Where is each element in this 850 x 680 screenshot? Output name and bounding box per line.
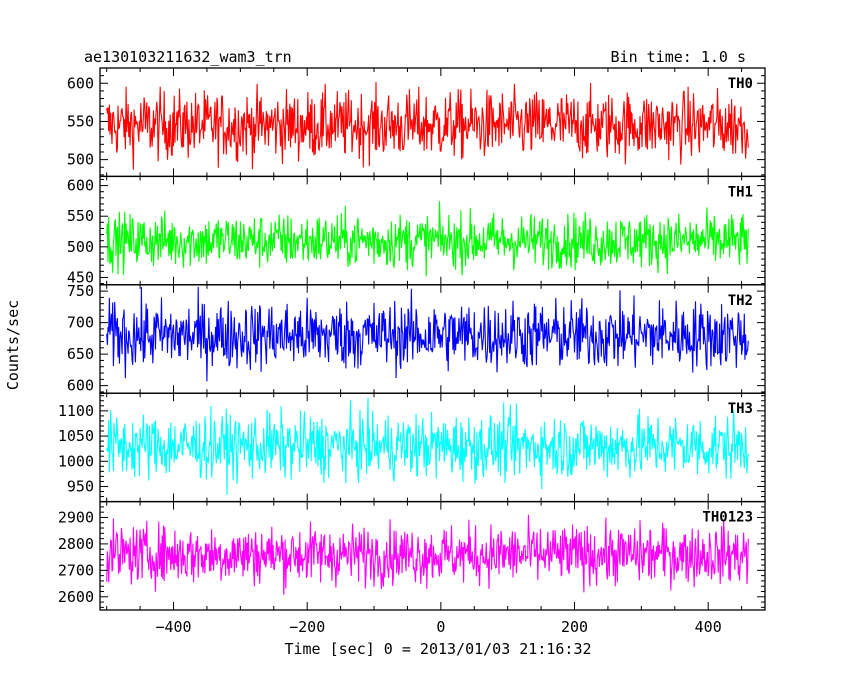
y-tick-label-th1-0: 450 bbox=[67, 268, 94, 286]
plot-title: ae130103211632_wam3_trn bbox=[84, 48, 292, 66]
y-tick-label-th2-1: 650 bbox=[67, 345, 94, 363]
panel-label-th2: TH2 bbox=[728, 293, 753, 309]
series-line-th1 bbox=[106, 201, 749, 277]
panel-frame-th2 bbox=[99, 284, 766, 394]
y-tick-label-th2-2: 700 bbox=[67, 314, 94, 332]
y-tick-label-th0-0: 500 bbox=[67, 151, 94, 169]
panel-label-th3: TH3 bbox=[728, 401, 753, 417]
x-tick-label-2: 0 bbox=[436, 618, 445, 636]
y-tick-label-th1-1: 500 bbox=[67, 238, 94, 256]
series-line-th0123 bbox=[106, 514, 749, 595]
frames-layer: 500 550 600 TH0 450 500 550 600 TH1 600 650 700 750 T… bbox=[58, 67, 766, 611]
y-tick-label-th3-0: 950 bbox=[67, 477, 94, 495]
y-tick-label-th3-3: 1100 bbox=[58, 402, 94, 420]
y-tick-label-th0123-3: 2900 bbox=[58, 508, 94, 526]
curves-layer bbox=[106, 81, 749, 595]
panel-frame-th0123 bbox=[99, 500, 766, 611]
panel-label-th0: TH0 bbox=[728, 76, 753, 92]
series-line-th2 bbox=[106, 286, 749, 382]
y-tick-label-th0123-1: 2700 bbox=[58, 561, 94, 579]
x-tick-label-3: 200 bbox=[561, 618, 588, 636]
x-tick-label-0: −400 bbox=[155, 618, 191, 636]
x-axis-label: Time [sec] 0 = 2013/01/03 21:16:32 bbox=[284, 640, 591, 658]
y-tick-label-th2-3: 750 bbox=[67, 282, 94, 300]
panel-label-th0123: TH0123 bbox=[702, 510, 753, 526]
series-line-th0 bbox=[106, 81, 749, 170]
y-axis-label: Counts/sec bbox=[4, 300, 22, 390]
y-tick-label-th2-0: 600 bbox=[67, 377, 94, 395]
y-tick-label-th0123-2: 2800 bbox=[58, 535, 94, 553]
y-tick-label-th0-1: 550 bbox=[67, 112, 94, 130]
panel-label-th1: TH1 bbox=[728, 184, 753, 200]
series-line-th3 bbox=[106, 397, 749, 495]
y-tick-label-th1-2: 550 bbox=[67, 207, 94, 225]
x-tick-label-1: −200 bbox=[289, 618, 325, 636]
y-tick-label-th3-1: 1000 bbox=[58, 452, 94, 470]
bin-time-label: Bin time: 1.0 s bbox=[611, 48, 746, 66]
y-tick-label-th0123-0: 2600 bbox=[58, 588, 94, 606]
x-tick-label-4: 400 bbox=[695, 618, 722, 636]
y-tick-label-th3-2: 1050 bbox=[58, 427, 94, 445]
y-tick-label-th1-3: 600 bbox=[67, 177, 94, 195]
y-tick-label-th0-2: 600 bbox=[67, 74, 94, 92]
x-tick-labels: −400 −200 0 200 400 bbox=[155, 618, 721, 636]
